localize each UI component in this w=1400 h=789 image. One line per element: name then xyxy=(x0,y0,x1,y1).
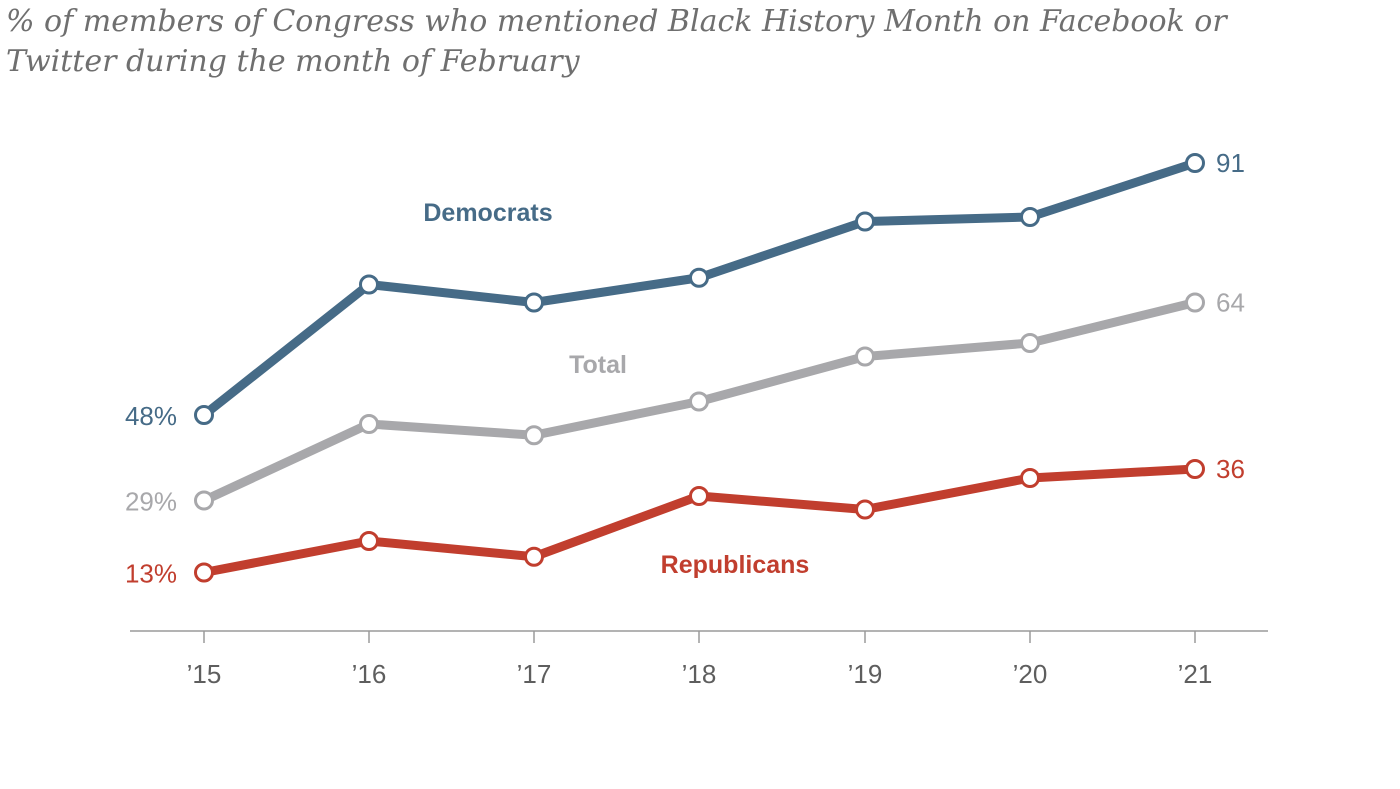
data-point-total xyxy=(524,425,544,446)
data-point-total xyxy=(194,490,214,511)
data-point-total xyxy=(855,346,875,367)
first-value-label-democrats: 48% xyxy=(125,401,177,431)
data-point-democrats xyxy=(524,292,544,313)
x-tick-label: ’20 xyxy=(1013,659,1048,689)
chart-title: % of members of Congress who mentioned B… xyxy=(6,4,1227,79)
data-point-republicans xyxy=(194,562,214,583)
data-point-total xyxy=(1185,292,1205,313)
data-point-democrats xyxy=(1020,207,1040,227)
series-line-democrats xyxy=(199,158,1200,420)
data-point-democrats xyxy=(1185,153,1205,173)
data-point-republicans xyxy=(1185,459,1205,479)
data-point-republicans xyxy=(1020,468,1040,488)
x-tick-label: ’15 xyxy=(187,659,222,689)
series-markers xyxy=(194,153,1205,583)
data-point-democrats xyxy=(855,211,875,232)
data-point-democrats xyxy=(689,267,709,288)
first-value-label-republicans: 13% xyxy=(125,559,177,589)
data-point-republicans xyxy=(524,546,544,567)
series-name-republicans: Republicans xyxy=(661,551,810,579)
data-point-total xyxy=(1020,333,1040,353)
x-tick-label: ’19 xyxy=(848,659,883,689)
data-point-democrats xyxy=(359,274,379,295)
data-point-republicans xyxy=(689,486,709,506)
data-point-republicans xyxy=(855,499,875,520)
series-name-total: Total xyxy=(569,351,627,379)
series-name-democrats: Democrats xyxy=(423,199,552,227)
data-point-total xyxy=(689,391,709,412)
series-labels: 48% 91 Democrats 29% 64 Total 13% 36 Republicans xyxy=(125,148,1245,589)
last-value-label-total: 64 xyxy=(1216,288,1245,318)
last-value-label-republicans: 36 xyxy=(1216,454,1245,484)
x-tick-label: ’21 xyxy=(1178,659,1213,689)
data-point-republicans xyxy=(359,531,379,551)
first-value-label-total: 29% xyxy=(125,487,177,517)
x-axis-ticks: ’15 ’16 ’17 ’18 ’19 ’20 ’21 xyxy=(187,631,1213,689)
data-point-democrats xyxy=(194,405,214,425)
data-point-total xyxy=(359,414,379,434)
last-value-label-democrats: 91 xyxy=(1216,148,1245,178)
x-tick-label: ’18 xyxy=(682,659,717,689)
x-tick-label: ’17 xyxy=(517,659,552,689)
x-tick-label: ’16 xyxy=(352,659,387,689)
series-lines xyxy=(199,158,1200,577)
